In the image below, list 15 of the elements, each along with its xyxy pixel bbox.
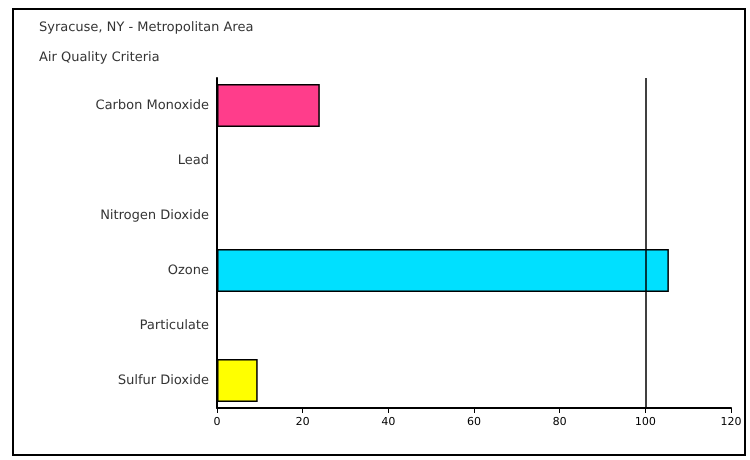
- x-tick-label: 0: [214, 415, 220, 428]
- text: Air Quality Criteria: [39, 50, 160, 65]
- x-tick-label: 20: [296, 415, 310, 428]
- x-tick-label: 80: [552, 415, 567, 428]
- y-tick-label: Nitrogen Dioxide: [100, 208, 209, 223]
- x-tick-label: 60: [467, 415, 481, 428]
- y-tick-label: Carbon Monoxide: [96, 98, 209, 113]
- y-tick-label: Ozone: [168, 263, 209, 278]
- y-tick-label: Lead: [178, 153, 209, 168]
- y-tick-label: Particulate: [140, 318, 209, 333]
- x-tick-label: 40: [381, 415, 396, 428]
- y-tick-label: Sulfur Dioxide: [118, 373, 209, 388]
- chart-title: Syracuse, NY - Metropolitan Area: [39, 20, 254, 35]
- x-tick-label: 120: [720, 415, 742, 428]
- x-tick-label: 100: [634, 415, 656, 428]
